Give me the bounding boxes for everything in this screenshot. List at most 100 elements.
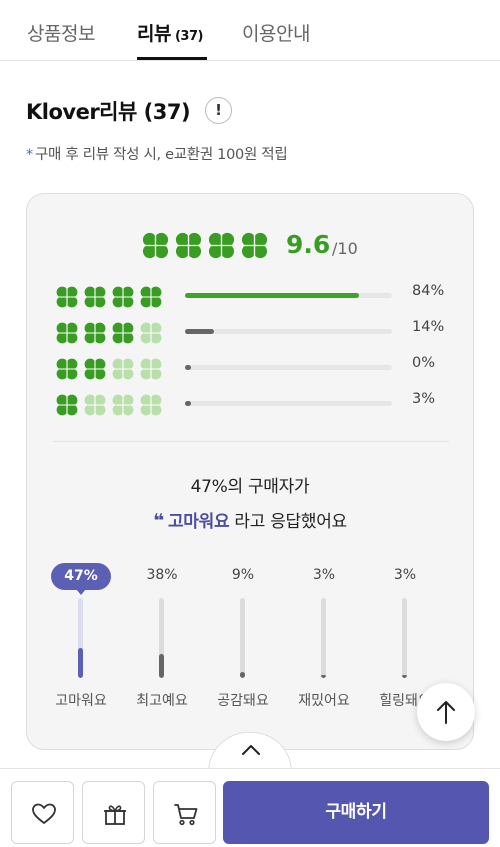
tab-review-count: (37) — [174, 29, 203, 44]
reaction-percent: 3% — [393, 567, 417, 583]
reaction-bar-track — [240, 598, 245, 678]
row-clover-rating — [55, 285, 163, 309]
info-icon[interactable]: ! — [205, 97, 232, 124]
chevron-up-icon — [242, 745, 260, 755]
scroll-to-top-button[interactable] — [417, 683, 475, 741]
row-clover-rating — [55, 321, 163, 345]
rating-row: 3% — [55, 389, 455, 425]
rating-bar-fill — [185, 293, 359, 298]
tooltip-caret — [76, 589, 86, 595]
reaction-bar-fill — [321, 674, 326, 678]
tab-usage-guide[interactable]: 이용안내 — [242, 19, 310, 46]
reaction-column: 9% 공감돼요 — [203, 562, 283, 722]
reaction-percent: 9% — [231, 567, 255, 583]
tab-review[interactable]: 리뷰 (37) — [137, 19, 203, 46]
clover-icon — [140, 322, 162, 344]
clover-icon — [84, 358, 106, 380]
bottom-action-bar: 구매하기 — [0, 768, 500, 847]
clover-icon — [208, 232, 235, 259]
clover-icon — [175, 232, 202, 259]
reaction-column: 3% 재밌어요 — [284, 562, 364, 722]
active-tab-indicator — [137, 57, 207, 60]
clover-icon — [142, 232, 169, 259]
quote-icon: ❝ — [153, 510, 164, 532]
review-title: Klover리뷰 (37) — [26, 100, 191, 124]
clover-icon — [56, 394, 78, 416]
reaction-label: 최고예요 — [136, 693, 188, 709]
overall-score: 9.6 — [286, 230, 331, 259]
divider — [53, 441, 449, 442]
note-asterisk: * — [26, 147, 33, 163]
reaction-bar-fill — [240, 672, 245, 678]
clover-icon — [84, 322, 106, 344]
reaction-bar-track — [321, 598, 326, 678]
review-summary-card: 9.6 /10 84% 14% 0% 3% 47%의 구매자가 ❝ 고마워요 라고 응답… — [26, 193, 474, 750]
reaction-column: 38% 최고예요 — [122, 562, 202, 722]
tab-label: 상품정보 — [27, 23, 95, 45]
rating-row: 0% — [55, 353, 455, 389]
rating-bar-track — [185, 401, 392, 406]
cart-button[interactable] — [153, 781, 216, 844]
tab-product-info[interactable]: 상품정보 — [27, 19, 95, 46]
clover-icon — [112, 286, 134, 308]
clover-icon — [140, 394, 162, 416]
clover-icon — [112, 394, 134, 416]
reaction-summary-line2: ❝ 고마워요 라고 응답했어요 — [27, 507, 473, 532]
rating-percent: 3% — [412, 391, 436, 407]
clover-icon — [56, 358, 78, 380]
rating-row: 84% — [55, 281, 455, 317]
rating-distribution: 84% 14% 0% 3% — [55, 281, 455, 425]
reaction-percent: 38% — [146, 567, 178, 583]
clover-icon — [140, 358, 162, 380]
clover-icon — [112, 322, 134, 344]
reaction-keyword: 고마워요 — [167, 512, 230, 532]
clover-icon — [140, 286, 162, 308]
reaction-bar-track — [402, 598, 407, 678]
rating-percent: 14% — [412, 319, 445, 335]
buy-button[interactable]: 구매하기 — [223, 781, 489, 844]
rating-percent: 0% — [412, 355, 436, 371]
overall-rating: 9.6 /10 — [27, 229, 473, 263]
wishlist-button[interactable] — [11, 781, 74, 844]
row-clover-rating — [55, 393, 163, 417]
rating-bar-fill — [185, 329, 214, 334]
reaction-column: 47% 고마워요 — [41, 562, 121, 722]
reaction-chart: 47% 고마워요 38% 최고예요 9% 공감돼요 3% 재밌어요 3% 힐링돼요 — [41, 562, 461, 722]
reaction-bar-fill — [78, 647, 83, 678]
rating-percent: 84% — [412, 283, 445, 299]
clover-icon — [84, 286, 106, 308]
arrow-up-icon — [437, 701, 455, 724]
clover-icon — [241, 232, 268, 259]
cart-icon — [174, 804, 198, 826]
rating-bar-fill — [185, 365, 192, 370]
clover-icon — [56, 286, 78, 308]
overall-score-max: /10 — [332, 239, 358, 258]
tab-bar: 상품정보 리뷰 (37) 이용안내 — [0, 0, 500, 61]
reaction-bar-track — [78, 598, 83, 678]
row-clover-rating — [55, 357, 163, 381]
reaction-summary-suffix: 라고 응답했어요 — [229, 512, 347, 532]
note-text: 구매 후 리뷰 작성 시, e교환권 100원 적립 — [34, 147, 288, 163]
gift-icon — [104, 805, 126, 825]
review-reward-note: * 구매 후 리뷰 작성 시, e교환권 100원 적립 — [26, 143, 288, 164]
tab-label: 리뷰 — [137, 23, 171, 45]
overall-clover-rating — [141, 231, 269, 260]
reaction-label: 재밌어요 — [298, 693, 350, 709]
rating-bar-track — [185, 293, 392, 298]
reaction-percent: 3% — [312, 567, 336, 583]
rating-bar-track — [185, 329, 392, 334]
tab-label: 이용안내 — [242, 23, 310, 45]
clover-icon — [84, 394, 106, 416]
reaction-label: 고마워요 — [55, 693, 107, 709]
reaction-label: 공감돼요 — [217, 693, 269, 709]
reaction-bar-track — [159, 598, 164, 678]
reaction-bar-fill — [159, 653, 164, 678]
gift-button[interactable] — [82, 781, 145, 844]
clover-icon — [112, 358, 134, 380]
reaction-bar-fill — [402, 674, 407, 678]
rating-bar-track — [185, 365, 392, 370]
reaction-percent: 47% — [51, 563, 111, 590]
clover-icon — [56, 322, 78, 344]
rating-row: 14% — [55, 317, 455, 353]
heart-icon — [32, 803, 56, 824]
